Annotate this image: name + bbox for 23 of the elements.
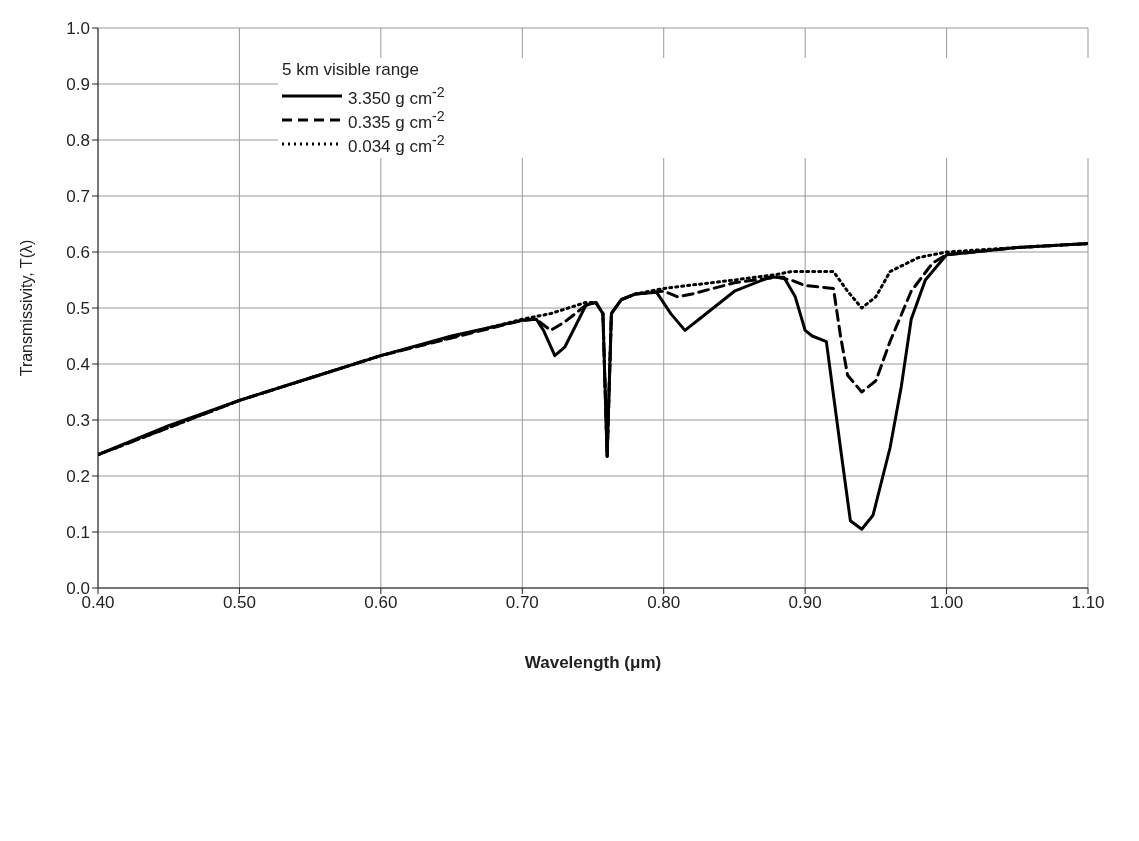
y-tick-label: 0.1 <box>66 523 90 543</box>
x-tick-label: 0.80 <box>647 593 681 613</box>
legend-label: 0.034 g cm$^{-2}$ <box>348 131 445 157</box>
y-tick-label: 0.7 <box>66 187 90 207</box>
x-tick-label: 0.50 <box>222 593 256 613</box>
y-tick-label: 0.6 <box>66 243 90 263</box>
y-tick-label: 0.8 <box>66 131 90 151</box>
legend-label: 3.350 g cm$^{-2}$ <box>348 83 445 109</box>
y-tick-label: 0.5 <box>66 299 90 319</box>
y-tick-label: 0.2 <box>66 467 90 487</box>
x-tick-label: 1.00 <box>930 593 964 613</box>
x-tick-label: 0.70 <box>505 593 539 613</box>
y-axis-title: Transmissivity, T(λ) <box>18 239 35 377</box>
y-tick-label: 1.0 <box>66 19 90 39</box>
y-tick-label: 0.4 <box>66 355 90 375</box>
legend-title: 5 km visible range <box>282 60 420 80</box>
x-axis-title: Wavelength (μm) <box>524 653 662 672</box>
x-tick-label: 0.90 <box>788 593 822 613</box>
legend-label: 0.335 g cm$^{-2}$ <box>348 107 445 133</box>
x-tick-label: 1.10 <box>1071 593 1105 613</box>
x-tick-label: 0.60 <box>364 593 398 613</box>
y-tick-label: 0.9 <box>66 75 90 95</box>
y-tick-label: 0.3 <box>66 411 90 431</box>
